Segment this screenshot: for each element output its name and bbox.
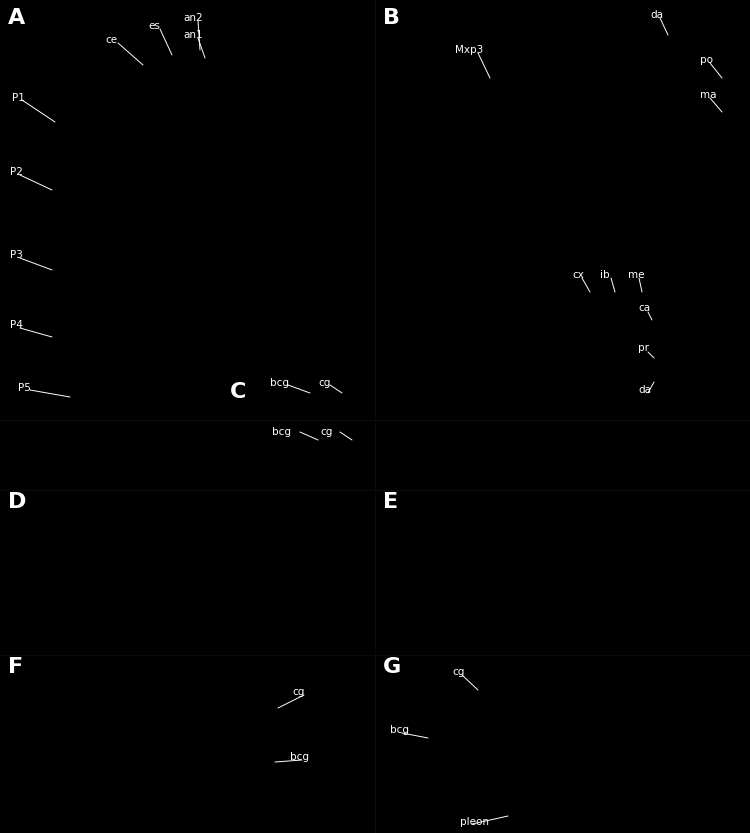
Text: bcg: bcg <box>270 378 289 388</box>
Text: es: es <box>148 21 160 31</box>
Text: ce: ce <box>105 35 117 45</box>
Text: P1: P1 <box>12 93 25 103</box>
Text: cg: cg <box>320 427 332 437</box>
Text: A: A <box>8 8 26 28</box>
Text: bcg: bcg <box>390 725 409 735</box>
Text: B: B <box>383 8 400 28</box>
Text: cg: cg <box>292 687 304 697</box>
Text: G: G <box>383 657 401 677</box>
Text: E: E <box>383 492 398 512</box>
Text: pr: pr <box>638 343 649 353</box>
Text: C: C <box>230 382 246 402</box>
Text: cx: cx <box>572 270 584 280</box>
Text: F: F <box>8 657 23 677</box>
Text: da: da <box>650 10 663 20</box>
Text: an1: an1 <box>183 30 203 40</box>
Text: D: D <box>8 492 26 512</box>
Text: pleon: pleon <box>460 817 489 827</box>
Text: P4: P4 <box>10 320 22 330</box>
Text: an2: an2 <box>183 13 203 23</box>
Text: ca: ca <box>638 303 650 313</box>
Text: ma: ma <box>700 90 716 100</box>
Text: da: da <box>638 385 651 395</box>
Text: P3: P3 <box>10 250 22 260</box>
Text: bcg: bcg <box>290 752 309 762</box>
Text: bcg: bcg <box>272 427 291 437</box>
Text: cg: cg <box>452 667 464 677</box>
Text: P5: P5 <box>18 383 31 393</box>
Text: ib: ib <box>600 270 610 280</box>
Text: po: po <box>700 55 713 65</box>
Text: cg: cg <box>318 378 330 388</box>
Text: me: me <box>628 270 644 280</box>
Text: P2: P2 <box>10 167 22 177</box>
Text: Mxp3: Mxp3 <box>455 45 483 55</box>
